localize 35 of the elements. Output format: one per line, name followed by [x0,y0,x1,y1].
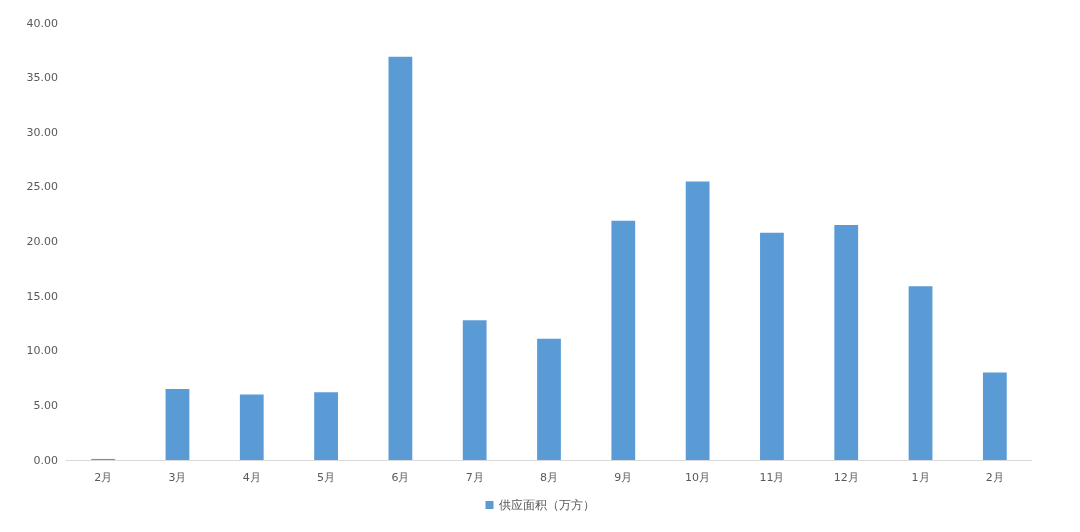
x-tick-label: 6月 [391,471,410,484]
bar [760,232,784,460]
x-tick-label: 2月 [985,471,1004,484]
bar [834,225,859,460]
y-tick-label: 30.00 [26,125,58,139]
y-tick-label: 0.00 [33,453,58,467]
bar [611,220,636,460]
bar [165,388,190,460]
y-tick-label: 5.00 [33,398,58,412]
x-tick-label: 8月 [540,471,558,484]
x-tick-label: 12月 [833,471,859,484]
y-tick-label: 25.00 [26,180,58,194]
y-tick-label: 35.00 [26,71,58,85]
x-tick-label: 1月 [911,471,930,484]
bar [239,394,264,460]
x-tick-label: 7月 [465,471,484,484]
bar [314,392,338,460]
bar [908,286,933,460]
bar [388,56,413,460]
bar [462,320,487,460]
x-tick-label: 11月 [759,471,785,484]
x-tick-label: 5月 [317,471,336,484]
x-tick-label: 3月 [168,471,187,484]
bar [537,338,561,460]
bar [982,372,1007,460]
y-tick-label: 10.00 [26,344,58,358]
x-tick-label: 10月 [685,471,711,484]
x-tick-label: 4月 [242,471,261,484]
y-tick-label: 40.00 [26,16,58,30]
y-tick-label: 15.00 [26,289,58,303]
bar [685,181,710,460]
x-tick-label: 9月 [614,471,633,484]
x-tick-label: 2月 [94,471,113,484]
y-tick-label: 20.00 [26,235,58,248]
legend-label: 供应面积（万方） [498,498,595,512]
